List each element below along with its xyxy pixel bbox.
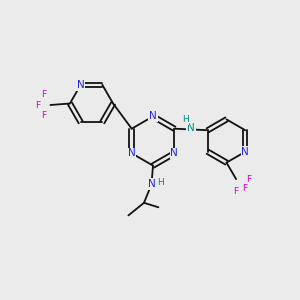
Text: N: N [149,111,157,122]
Text: F: F [233,187,239,196]
Text: N: N [128,148,136,158]
Text: H: H [157,178,164,187]
Text: N: N [170,148,178,158]
Text: F: F [246,175,251,184]
Text: N: N [148,179,155,189]
Text: F: F [41,111,47,120]
Text: F: F [41,90,47,99]
Text: F: F [242,184,247,193]
Text: H: H [182,115,188,124]
Text: N: N [187,123,195,133]
Text: N: N [77,80,85,90]
Text: N: N [241,147,249,157]
Text: F: F [35,100,40,109]
